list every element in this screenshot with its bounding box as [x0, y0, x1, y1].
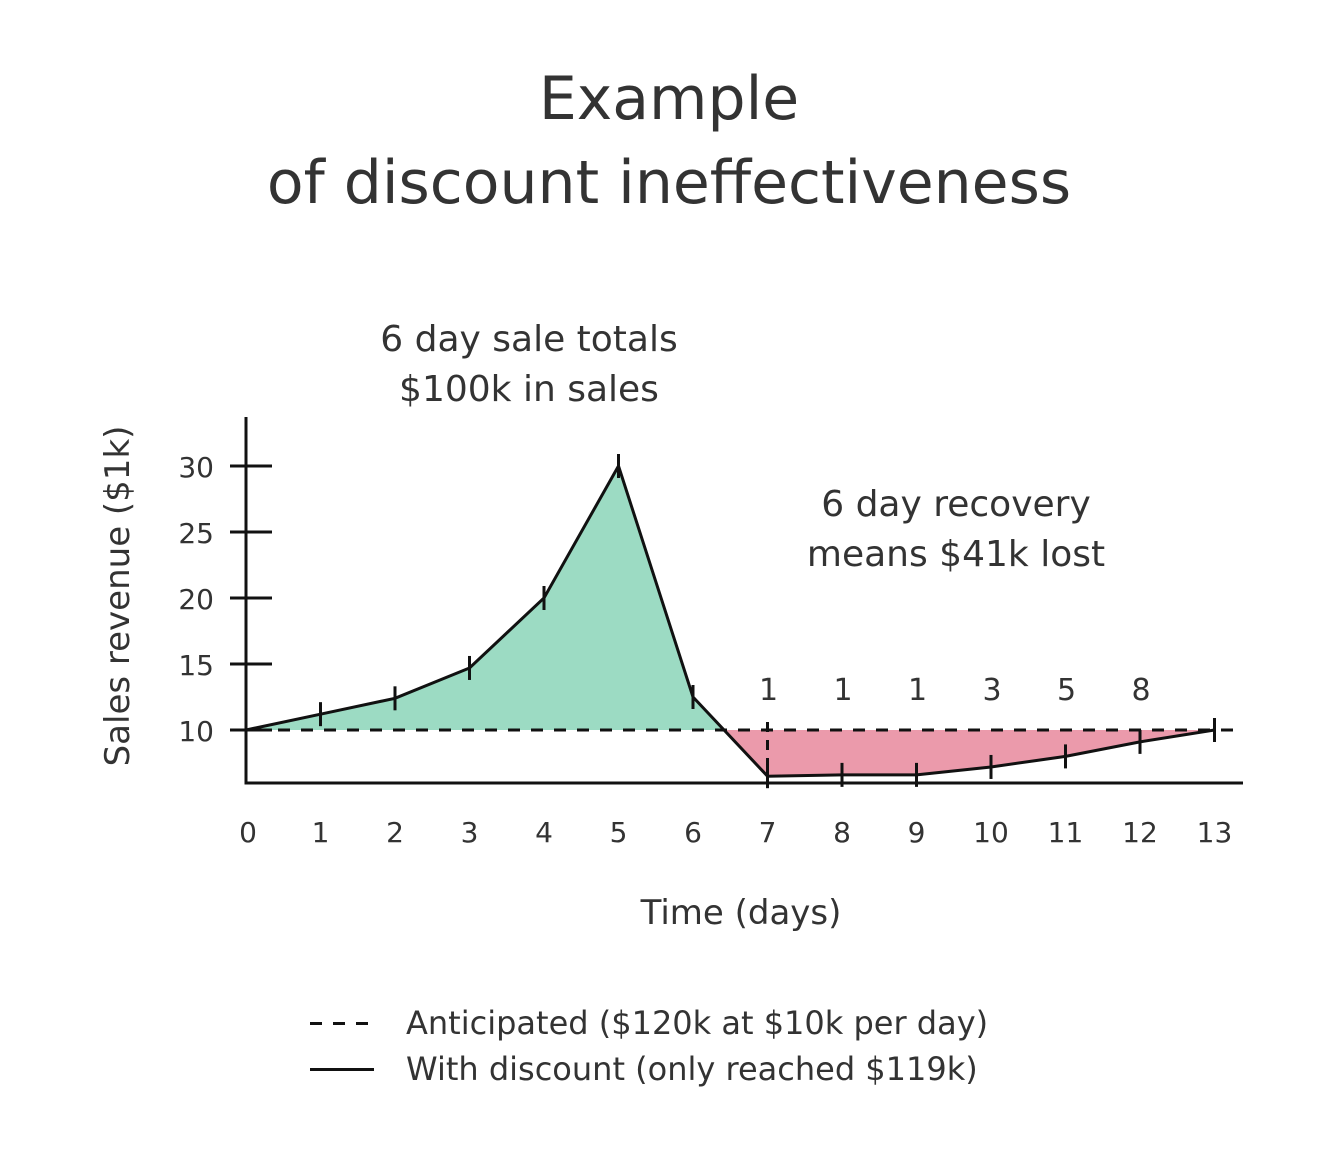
- x-tick-label: 11: [1048, 816, 1084, 849]
- shaded-regions: [246, 466, 1215, 777]
- legend-label-with-discount: With discount (only reached $119k): [406, 1050, 978, 1088]
- series-lines: [232, 454, 1234, 789]
- sale-annotation-line-2: $100k in sales: [399, 369, 659, 410]
- solid-line-icon: [310, 1067, 374, 1071]
- x-tick-label: 10: [973, 816, 1009, 849]
- y-tick-label: 20: [178, 583, 214, 616]
- sale-annotation-line-1: 6 day sale totals: [380, 319, 678, 360]
- y-tick-label: 10: [178, 715, 214, 748]
- point-annotation: 5: [1057, 673, 1076, 708]
- x-tick-label: 6: [684, 816, 702, 849]
- chart-title-line-1: Example: [538, 64, 800, 134]
- axes: [230, 417, 1243, 785]
- recovery-annotation-line-2: means $41k lost: [806, 534, 1106, 575]
- gain-region: [246, 466, 725, 730]
- legend-item-with-discount: With discount (only reached $119k): [310, 1046, 988, 1092]
- legend-item-anticipated: Anticipated ($120k at $10k per day): [310, 1000, 988, 1046]
- y-tick-label: 25: [178, 517, 214, 550]
- x-tick-label: 8: [833, 816, 851, 849]
- sale-annotation: 6 day sale totals $100k in sales: [329, 315, 729, 415]
- x-tick-label: 2: [386, 816, 404, 849]
- point-annotation: 8: [1131, 673, 1150, 708]
- y-tick-label: 30: [178, 451, 214, 484]
- x-axis-label: Time (days): [640, 893, 842, 933]
- x-tick-label: 0: [239, 816, 257, 849]
- point-annotation: 1: [908, 673, 927, 708]
- legend-label-anticipated: Anticipated ($120k at $10k per day): [406, 1004, 989, 1042]
- x-tick-label: 7: [759, 816, 777, 849]
- x-tick-label: 9: [908, 816, 926, 849]
- chart-title-line-2: of discount ineffectiveness: [266, 148, 1072, 218]
- point-annotation: 1: [833, 673, 852, 708]
- x-tick-label: 5: [610, 816, 628, 849]
- recovery-annotation: 6 day recovery means $41k lost: [756, 480, 1156, 580]
- x-tick-label: 12: [1122, 816, 1158, 849]
- x-tick-label: 3: [461, 816, 479, 849]
- legend: Anticipated ($120k at $10k per day) With…: [310, 1000, 988, 1092]
- with-discount-line: [245, 462, 1215, 778]
- dashed-line-icon: [310, 1021, 374, 1025]
- point-annotation: 3: [982, 673, 1001, 708]
- recovery-annotation-line-1: 6 day recovery: [821, 484, 1091, 525]
- x-tick-label: 4: [535, 816, 553, 849]
- x-tick-label: 1: [312, 816, 330, 849]
- x-tick-label: 13: [1197, 816, 1233, 849]
- point-annotation: 1: [759, 673, 778, 708]
- y-tick-label: 15: [178, 649, 214, 682]
- loss-region: [724, 730, 1215, 777]
